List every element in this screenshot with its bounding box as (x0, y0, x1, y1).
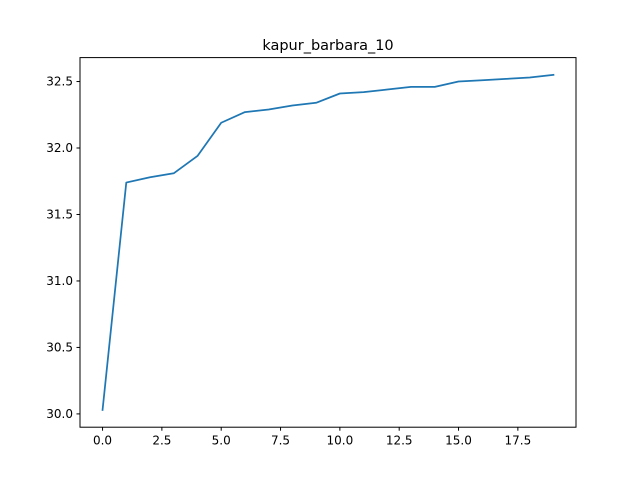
series-line-0 (101, 73, 555, 411)
y-tick-label: 32.0 (46, 141, 73, 155)
plot-area (101, 73, 555, 411)
y-axis: 30.0 30.5 31.0 31.5 32.0 32.5 (46, 75, 80, 421)
x-tick-label: 7.5 (271, 434, 290, 448)
chart-title: kapur_barbara_10 (262, 38, 393, 54)
x-tick-label: 5.0 (212, 434, 231, 448)
y-tick-label: 30.5 (46, 341, 73, 355)
x-tick-label: 12.5 (386, 434, 413, 448)
y-tick-label: 31.0 (46, 274, 73, 288)
x-tick-label: 17.5 (504, 434, 531, 448)
y-tick-label: 32.5 (46, 75, 73, 89)
x-tick-label: 2.5 (152, 434, 171, 448)
x-tick-label: 10.0 (327, 434, 354, 448)
y-tick-label: 31.5 (46, 208, 73, 222)
x-axis: 0.0 2.5 5.0 7.5 10.0 12.5 15.0 17.5 (93, 427, 531, 448)
x-tick-label: 15.0 (445, 434, 472, 448)
y-tick-label: 30.0 (46, 407, 73, 421)
x-tick-label: 0.0 (93, 434, 112, 448)
axes-frame (79, 57, 577, 428)
